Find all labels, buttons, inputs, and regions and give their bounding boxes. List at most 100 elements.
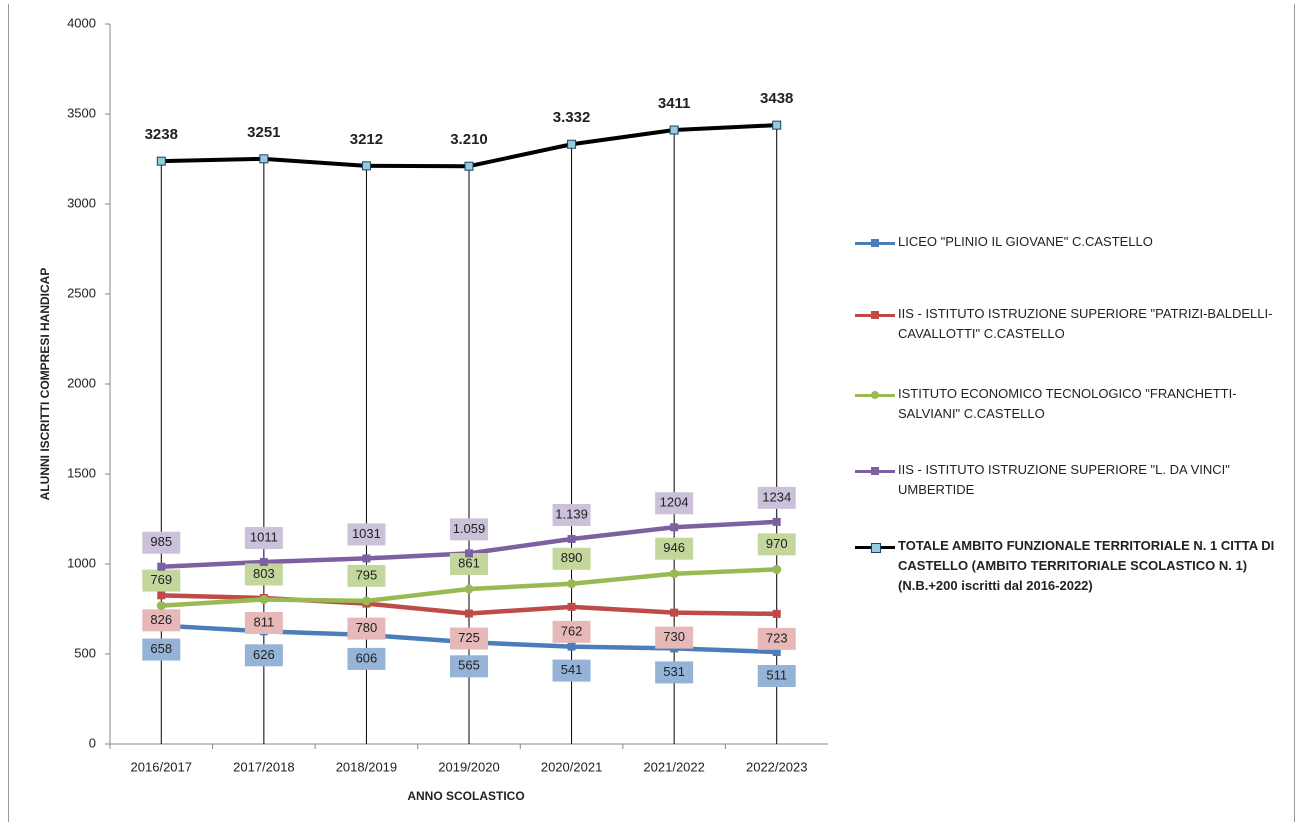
label-box <box>347 647 386 670</box>
data-label: 3.210 <box>450 131 488 148</box>
data-label: 780 <box>356 620 378 635</box>
legend-entry: LICEO "PLINIO IL GIOVANE" C.CASTELLO <box>855 232 1290 252</box>
x-tick-label: 2018/2019 <box>336 759 397 774</box>
legend-marker <box>871 311 879 319</box>
label-box <box>244 612 283 635</box>
legend-label: IIS - ISTITUTO ISTRUZIONE SUPERIORE "PAT… <box>898 306 1273 341</box>
marker <box>465 609 473 618</box>
label-box <box>655 537 694 560</box>
y-tick-label: 2500 <box>67 285 96 300</box>
marker <box>567 534 576 543</box>
legend-entry: IIS - ISTITUTO ISTRUZIONE SUPERIORE "L. … <box>855 460 1290 500</box>
legend-entry: TOTALE AMBITO FUNZIONALE TERRITORIALE N.… <box>855 536 1290 596</box>
marker <box>669 569 679 579</box>
data-label: 803 <box>253 566 275 581</box>
data-label: 3411 <box>658 95 691 112</box>
y-tick-label: 0 <box>89 735 96 750</box>
label-box <box>757 486 796 509</box>
y-tick-label: 1000 <box>67 555 96 570</box>
data-label: 3.332 <box>553 109 591 126</box>
legend-label: LICEO "PLINIO IL GIOVANE" C.CASTELLO <box>898 234 1153 249</box>
y-tick-label: 500 <box>74 645 96 660</box>
data-label: 725 <box>458 630 480 645</box>
legend-label: ISTITUTO ECONOMICO TECNOLOGICO "FRANCHET… <box>898 386 1237 421</box>
label-box <box>244 563 283 586</box>
label-box <box>552 547 591 570</box>
marker <box>567 602 576 611</box>
data-label: 890 <box>561 550 583 565</box>
data-label: 3251 <box>247 124 280 141</box>
label-box <box>655 626 694 649</box>
data-label: 511 <box>766 667 787 682</box>
legend-key <box>855 543 895 553</box>
data-label: 1204 <box>660 495 689 510</box>
y-tick-label: 3000 <box>67 195 96 210</box>
data-label: 1.059 <box>453 521 486 536</box>
marker <box>772 120 782 130</box>
marker <box>157 591 166 600</box>
x-tick-label: 2022/2023 <box>746 759 807 774</box>
marker <box>772 517 781 526</box>
legend-key <box>855 467 895 475</box>
marker <box>772 609 781 618</box>
marker <box>567 579 577 589</box>
marker <box>156 156 166 166</box>
marker <box>156 601 166 611</box>
marker <box>157 562 166 571</box>
data-label: 565 <box>458 658 480 673</box>
legend-key <box>855 391 895 399</box>
label-box <box>757 627 796 650</box>
data-label: 606 <box>356 650 378 665</box>
data-label: 1011 <box>250 529 278 544</box>
label-box <box>347 564 386 587</box>
label-box <box>347 617 386 640</box>
marker <box>361 596 371 606</box>
y-axis-title: ALUNNI ISCRITTI COMPRESI HANDICAP <box>38 268 52 501</box>
marker <box>259 594 269 604</box>
marker <box>465 549 473 558</box>
label-box <box>655 661 694 684</box>
marker <box>259 154 269 164</box>
legend-entry: IIS - ISTITUTO ISTRUZIONE SUPERIORE "PAT… <box>855 304 1290 344</box>
label-box <box>244 644 283 667</box>
data-label: 723 <box>766 630 788 645</box>
legend-label: IIS - ISTITUTO ISTRUZIONE SUPERIORE "L. … <box>898 462 1230 497</box>
data-label: 3238 <box>145 126 178 143</box>
x-tick-label: 2019/2020 <box>438 759 499 774</box>
label-box <box>450 627 488 650</box>
label-box <box>244 527 283 550</box>
label-box <box>142 638 181 661</box>
y-tick-label: 3500 <box>67 105 96 120</box>
data-label: 1234 <box>762 489 791 504</box>
data-label: 769 <box>150 572 172 587</box>
marker <box>772 564 782 574</box>
marker <box>361 161 371 171</box>
data-label: 946 <box>663 540 685 555</box>
x-tick-label: 2017/2018 <box>233 759 294 774</box>
label-box <box>757 665 796 688</box>
y-tick-label: 2000 <box>67 375 96 390</box>
x-tick-label: 2016/2017 <box>131 759 192 774</box>
legend-marker <box>871 239 879 247</box>
data-label: 795 <box>356 567 378 582</box>
legend-key <box>855 239 895 247</box>
label-box <box>142 609 181 632</box>
label-box <box>757 533 796 556</box>
marker <box>464 584 474 594</box>
legend-label: TOTALE AMBITO FUNZIONALE TERRITORIALE N.… <box>898 538 1275 593</box>
marker <box>772 648 781 657</box>
label-box <box>450 518 488 541</box>
legend-key <box>855 311 895 319</box>
label-box <box>142 531 181 554</box>
data-label: 531 <box>663 664 685 679</box>
data-label: 626 <box>253 647 275 662</box>
legend-marker <box>871 391 879 399</box>
legend-entry: ISTITUTO ECONOMICO TECNOLOGICO "FRANCHET… <box>855 384 1290 424</box>
marker <box>259 558 268 567</box>
marker <box>670 608 679 617</box>
marker <box>670 523 679 532</box>
label-box <box>552 620 591 643</box>
legend-marker <box>871 543 881 553</box>
data-label: 1031 <box>352 526 381 541</box>
